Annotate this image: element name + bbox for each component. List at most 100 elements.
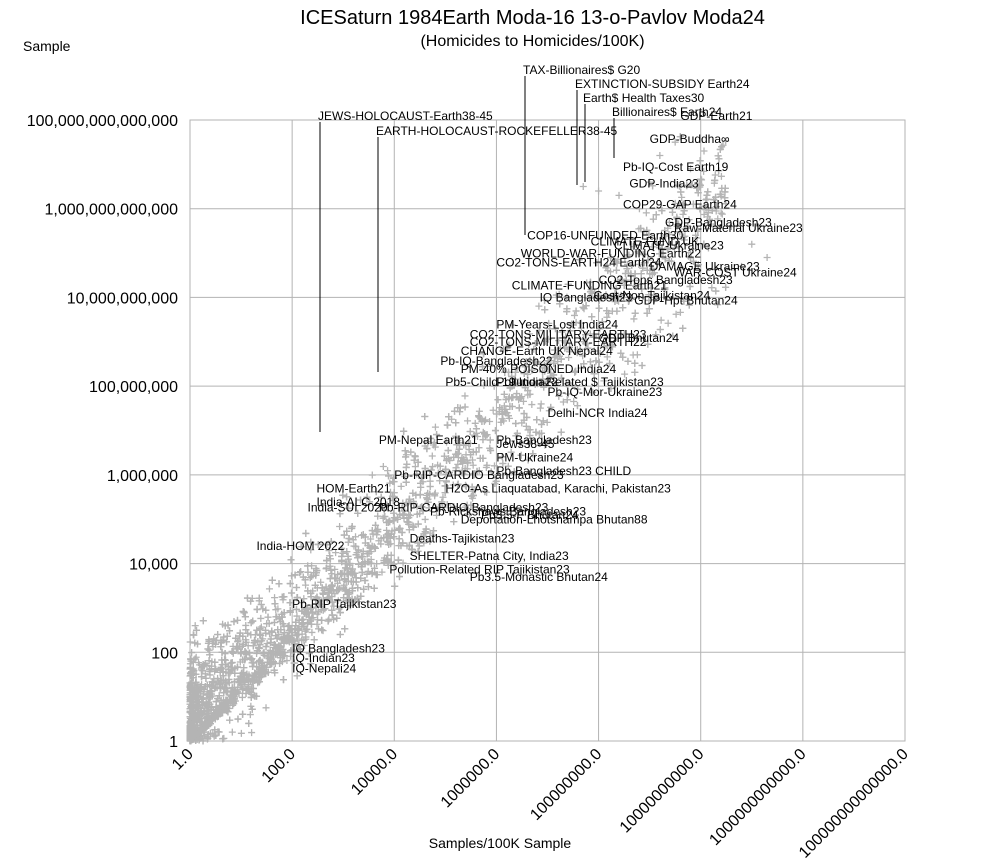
data-point: [304, 619, 312, 627]
data-point: [645, 305, 653, 313]
data-point: [531, 339, 539, 347]
data-point: [569, 321, 577, 329]
data-point: [653, 239, 661, 247]
data-point: [424, 438, 432, 446]
data-point: [389, 474, 397, 482]
data-point: [652, 331, 660, 339]
data-point: [286, 580, 294, 588]
data-point: [522, 358, 530, 366]
data-point: [244, 629, 252, 637]
data-point: [603, 313, 611, 321]
data-point: [381, 512, 389, 520]
data-point: [674, 181, 682, 189]
data-point: [535, 302, 543, 310]
data-point: [401, 447, 409, 455]
data-point: [248, 705, 256, 713]
data-point: [264, 653, 272, 661]
data-point: [384, 518, 392, 526]
annotation-label: CO2-TONS-EARTH24 Earth24: [496, 255, 661, 269]
data-point: [443, 456, 451, 464]
data-point: [452, 432, 460, 440]
data-point: [532, 428, 540, 436]
data-point: [501, 368, 509, 376]
data-point: [409, 489, 417, 497]
data-point: [584, 344, 592, 352]
data-point: [273, 634, 281, 642]
data-point: [193, 691, 201, 699]
data-point: [708, 284, 716, 292]
data-point: [558, 328, 566, 336]
annotation-label: Pb-IQ-Cost Earth19: [623, 160, 729, 174]
data-point: [434, 469, 442, 477]
data-point: [270, 618, 278, 626]
data-point: [543, 375, 551, 383]
data-point: [675, 243, 683, 251]
data-point: [487, 468, 495, 476]
data-point: [202, 674, 210, 682]
data-point: [431, 443, 439, 451]
data-point: [190, 631, 198, 639]
data-point: [385, 472, 393, 480]
data-point: [268, 627, 276, 635]
data-point: [186, 713, 194, 721]
data-point: [685, 216, 693, 224]
data-point: [450, 518, 458, 526]
data-point: [426, 483, 434, 491]
data-point: [221, 622, 229, 630]
data-point: [508, 402, 516, 410]
data-point: [325, 593, 333, 601]
data-point: [319, 606, 327, 614]
data-point: [291, 629, 299, 637]
data-point: [253, 605, 261, 613]
data-point: [296, 569, 304, 577]
data-point: [315, 625, 323, 633]
data-point: [510, 380, 518, 388]
data-point: [292, 605, 300, 613]
data-point: [579, 352, 587, 360]
data-point: [345, 504, 353, 512]
data-point: [712, 287, 720, 295]
data-point: [457, 507, 465, 515]
data-point: [678, 193, 686, 201]
data-point: [217, 697, 225, 705]
data-point: [635, 249, 643, 257]
data-point: [326, 555, 334, 563]
annotation-label: COP29-GAP Earth24: [623, 198, 737, 212]
data-point: [460, 470, 468, 478]
data-point: [206, 651, 214, 659]
data-point: [693, 184, 701, 192]
data-point: [664, 319, 672, 327]
data-point: [706, 215, 714, 223]
data-point: [369, 530, 377, 538]
data-point: [537, 400, 545, 408]
data-point: [361, 539, 369, 547]
data-point: [264, 613, 272, 621]
y-tick-label: 100: [151, 645, 178, 662]
annotation-label: Earth$ Health Taxes30: [583, 91, 705, 105]
data-point: [512, 420, 520, 428]
data-point: [220, 633, 228, 641]
data-point: [482, 432, 490, 440]
data-point: [443, 501, 451, 509]
data-point: [677, 264, 685, 272]
data-point: [343, 548, 351, 556]
data-point: [556, 300, 564, 308]
data-point: [322, 565, 330, 573]
data-point: [442, 465, 450, 473]
y-tick-label: 10,000,000,000: [67, 290, 178, 307]
data-point: [296, 645, 304, 653]
data-point: [265, 619, 273, 627]
data-point: [206, 667, 214, 675]
data-point: [256, 625, 264, 633]
data-point: [436, 462, 444, 470]
data-point: [564, 280, 572, 288]
data-point: [228, 648, 236, 656]
data-point: [363, 570, 371, 578]
data-point: [306, 574, 314, 582]
data-point: [714, 215, 722, 223]
data-point: [703, 191, 711, 199]
data-point: [416, 491, 424, 499]
data-point: [223, 704, 231, 712]
data-point: [242, 626, 250, 634]
